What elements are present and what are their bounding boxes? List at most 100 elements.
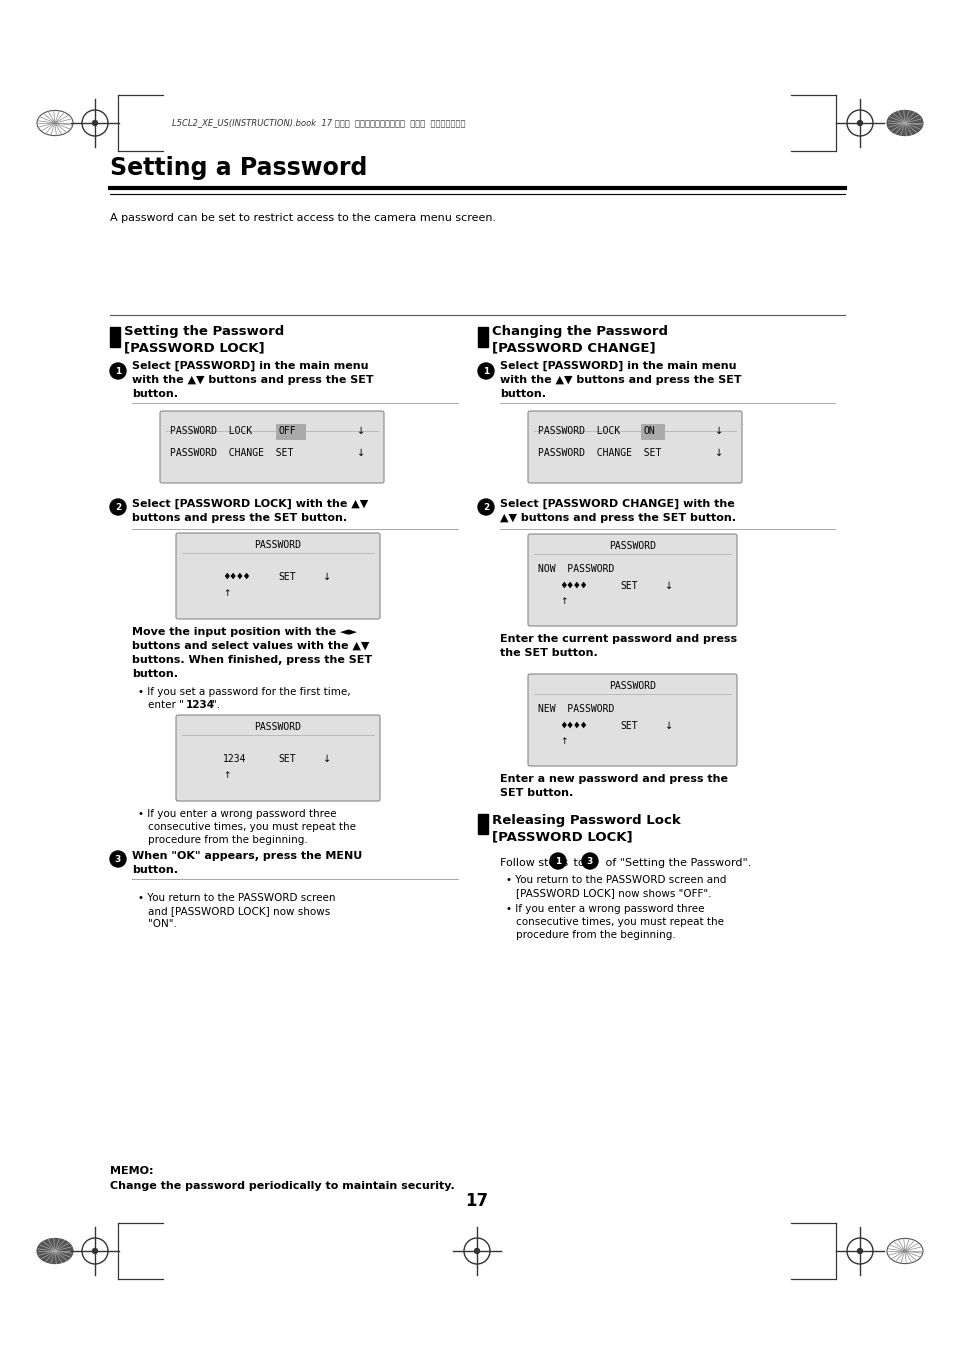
Text: PASSWORD: PASSWORD	[608, 540, 656, 551]
Bar	[110, 327, 120, 347]
Text: Select [PASSWORD] in the main menu: Select [PASSWORD] in the main menu	[499, 361, 736, 372]
Text: 1: 1	[114, 366, 121, 376]
Text: Select [PASSWORD] in the main menu: Select [PASSWORD] in the main menu	[132, 361, 368, 372]
Text: Select [PASSWORD LOCK] with the ▲▼: Select [PASSWORD LOCK] with the ▲▼	[132, 499, 368, 509]
Text: ↑: ↑	[559, 738, 567, 747]
Text: PASSWORD: PASSWORD	[254, 540, 301, 550]
Text: [PASSWORD LOCK]: [PASSWORD LOCK]	[124, 340, 264, 354]
Circle shape	[110, 851, 126, 867]
Text: the SET button.: the SET button.	[499, 648, 598, 658]
Text: buttons and press the SET button.: buttons and press the SET button.	[132, 513, 347, 523]
Text: • If you enter a wrong password three: • If you enter a wrong password three	[505, 904, 703, 915]
Text: [PASSWORD LOCK] now shows "OFF".: [PASSWORD LOCK] now shows "OFF".	[516, 888, 711, 898]
Circle shape	[92, 120, 97, 126]
Text: NEW  PASSWORD: NEW PASSWORD	[537, 704, 614, 713]
Text: MEMO:: MEMO:	[110, 1166, 153, 1175]
Text: ".: ".	[212, 700, 220, 711]
Circle shape	[474, 1248, 479, 1254]
Text: SET button.: SET button.	[499, 788, 573, 798]
Circle shape	[477, 499, 494, 515]
Text: Setting the Password: Setting the Password	[124, 326, 284, 338]
Text: • You return to the PASSWORD screen and: • You return to the PASSWORD screen and	[505, 875, 725, 885]
Text: ▲▼ buttons and press the SET button.: ▲▼ buttons and press the SET button.	[499, 513, 735, 523]
Text: of "Setting the Password".: of "Setting the Password".	[601, 858, 751, 867]
Text: Enter a new password and press the: Enter a new password and press the	[499, 774, 727, 784]
Text: SET: SET	[619, 721, 637, 731]
Text: ↓: ↓	[664, 721, 673, 731]
Text: with the ▲▼ buttons and press the SET: with the ▲▼ buttons and press the SET	[499, 376, 740, 385]
Text: ♦♦♦♦: ♦♦♦♦	[223, 571, 250, 582]
Text: 1: 1	[555, 857, 560, 866]
Circle shape	[857, 1248, 862, 1254]
Text: OFF: OFF	[278, 426, 296, 436]
Text: ♦♦♦♦: ♦♦♦♦	[559, 581, 586, 590]
Bar	[477, 327, 488, 347]
Text: to: to	[569, 858, 587, 867]
Text: PASSWORD  CHANGE  SET: PASSWORD CHANGE SET	[170, 449, 294, 458]
Text: Follow steps: Follow steps	[499, 858, 571, 867]
Circle shape	[92, 1248, 97, 1254]
Text: [PASSWORD CHANGE]: [PASSWORD CHANGE]	[492, 340, 655, 354]
Text: SET: SET	[277, 754, 295, 765]
Text: ↓: ↓	[714, 426, 722, 436]
Ellipse shape	[37, 111, 73, 135]
Text: button.: button.	[499, 389, 545, 399]
Text: ↑: ↑	[223, 770, 231, 780]
Text: Setting a Password: Setting a Password	[110, 155, 367, 180]
FancyBboxPatch shape	[527, 674, 737, 766]
Text: SET: SET	[619, 581, 637, 590]
Text: PASSWORD: PASSWORD	[608, 681, 656, 690]
Text: Move the input position with the ◄►: Move the input position with the ◄►	[132, 627, 356, 638]
Circle shape	[550, 852, 565, 869]
FancyBboxPatch shape	[275, 424, 306, 440]
Text: button.: button.	[132, 865, 178, 875]
Text: ↑: ↑	[223, 589, 231, 597]
Text: 2: 2	[482, 503, 489, 512]
FancyBboxPatch shape	[640, 424, 664, 440]
Text: ↓: ↓	[323, 754, 331, 765]
Text: ↓: ↓	[714, 449, 722, 458]
FancyBboxPatch shape	[175, 715, 379, 801]
Text: consecutive times, you must repeat the: consecutive times, you must repeat the	[148, 821, 355, 832]
FancyBboxPatch shape	[527, 411, 741, 484]
Text: procedure from the beginning.: procedure from the beginning.	[148, 835, 308, 844]
Text: Enter the current password and press: Enter the current password and press	[499, 634, 737, 644]
Circle shape	[110, 363, 126, 380]
Text: 1: 1	[482, 366, 489, 376]
Text: L5CL2_XE_US(INSTRUCTION).book  17 ページ  ２００８年８月２５日  月曜日  午後３時４３分: L5CL2_XE_US(INSTRUCTION).book 17 ページ ２００…	[172, 119, 465, 127]
Text: • If you set a password for the first time,: • If you set a password for the first ti…	[138, 688, 351, 697]
Text: procedure from the beginning.: procedure from the beginning.	[516, 929, 675, 940]
Text: 3: 3	[114, 854, 121, 863]
Text: • You return to the PASSWORD screen: • You return to the PASSWORD screen	[138, 893, 335, 902]
Text: ↑: ↑	[559, 597, 567, 607]
Text: ↓: ↓	[356, 449, 365, 458]
Text: buttons. When finished, press the SET: buttons. When finished, press the SET	[132, 655, 372, 665]
Text: PASSWORD: PASSWORD	[254, 721, 301, 732]
Text: Releasing Password Lock: Releasing Password Lock	[492, 815, 680, 827]
Text: 1234: 1234	[223, 754, 246, 765]
Text: • If you enter a wrong password three: • If you enter a wrong password three	[138, 809, 336, 819]
Text: PASSWORD  LOCK: PASSWORD LOCK	[537, 426, 619, 436]
Ellipse shape	[886, 1239, 923, 1263]
Text: ON: ON	[643, 426, 655, 436]
Text: 2: 2	[114, 503, 121, 512]
Text: enter ": enter "	[148, 700, 184, 711]
Text: PASSWORD  CHANGE  SET: PASSWORD CHANGE SET	[537, 449, 660, 458]
Text: SET: SET	[277, 571, 295, 582]
Text: button.: button.	[132, 669, 178, 680]
Ellipse shape	[37, 1239, 73, 1263]
Circle shape	[110, 499, 126, 515]
Text: [PASSWORD LOCK]: [PASSWORD LOCK]	[492, 830, 632, 843]
Text: 1234: 1234	[186, 700, 214, 711]
Text: A password can be set to restrict access to the camera menu screen.: A password can be set to restrict access…	[110, 213, 496, 223]
Text: NOW  PASSWORD: NOW PASSWORD	[537, 563, 614, 574]
Text: "ON".: "ON".	[148, 919, 176, 929]
Text: and [PASSWORD LOCK] now shows: and [PASSWORD LOCK] now shows	[148, 907, 330, 916]
FancyBboxPatch shape	[160, 411, 384, 484]
Text: consecutive times, you must repeat the: consecutive times, you must repeat the	[516, 917, 723, 927]
Text: 17: 17	[465, 1192, 488, 1210]
Circle shape	[581, 852, 598, 869]
Text: with the ▲▼ buttons and press the SET: with the ▲▼ buttons and press the SET	[132, 376, 374, 385]
Text: ↓: ↓	[323, 571, 331, 582]
Text: ↓: ↓	[356, 426, 365, 436]
